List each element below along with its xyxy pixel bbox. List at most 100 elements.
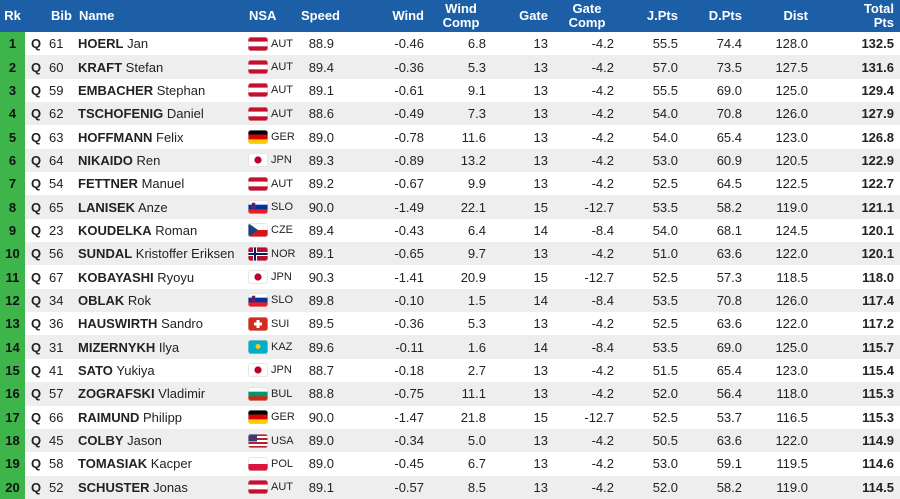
flag-border xyxy=(248,480,268,495)
name: TSCHOFENIG Daniel xyxy=(75,102,245,126)
qualified: Q xyxy=(25,335,47,359)
flag-body xyxy=(248,316,268,331)
flag-border xyxy=(248,363,268,378)
header: Total Pts xyxy=(814,0,900,32)
rank: 7 xyxy=(0,172,25,196)
flag-stripe xyxy=(248,46,268,51)
qualified: Q xyxy=(25,55,47,79)
bib: 58 xyxy=(47,452,75,476)
wind-comp: 2.7 xyxy=(430,358,492,383)
distance-points: 65.4 xyxy=(684,125,748,149)
surname: KRAFT xyxy=(78,59,123,75)
nsa-code: SUI xyxy=(271,317,290,330)
distance: 122.0 xyxy=(748,312,814,336)
gate-comp: -4.2 xyxy=(554,242,620,266)
bib: 66 xyxy=(47,405,75,429)
qualified: Q xyxy=(25,452,47,476)
flag-stripe xyxy=(248,186,268,191)
judge-points: 54.0 xyxy=(620,218,684,243)
gate: 14 xyxy=(492,335,554,359)
surname: FETTNER xyxy=(78,176,138,192)
qualified: Q xyxy=(25,312,47,336)
wind: -0.67 xyxy=(340,172,430,196)
nsa: KAZ xyxy=(245,335,300,359)
wind: -0.75 xyxy=(340,382,430,406)
gate: 13 xyxy=(492,78,554,103)
qualified: Q xyxy=(25,78,47,103)
first-name: Manuel xyxy=(141,176,185,192)
wind-comp: 5.3 xyxy=(430,55,492,79)
wind-comp: 7.3 xyxy=(430,102,492,126)
first-name: Ren xyxy=(136,152,161,168)
distance-points: 60.9 xyxy=(684,148,748,173)
wind-comp: 6.8 xyxy=(430,32,492,56)
rank: 15 xyxy=(0,358,25,383)
total-points: 114.5 xyxy=(814,475,900,499)
surname: OBLAK xyxy=(78,292,125,308)
flag-body xyxy=(248,153,268,168)
nsa: SLO xyxy=(245,288,300,313)
result-row: 3 Q 59 EMBACHER Stephan AUT 89.1 -0.61 9.1 13 -4.… xyxy=(0,78,900,103)
judge-points: 54.0 xyxy=(620,125,684,149)
gate: 13 xyxy=(492,242,554,266)
flag-stripe xyxy=(248,106,268,112)
distance-points: 59.1 xyxy=(684,452,748,476)
table-body: 1 Q 61 HOERL Jan AUT 88.9 -0.46 6.8 13 -4.2 55.5 74… xyxy=(0,32,900,499)
name: ZOGRAFSKI Vladimir xyxy=(75,382,245,406)
flag-body xyxy=(248,410,268,425)
speed: 89.5 xyxy=(300,312,340,336)
flag-body xyxy=(248,246,268,261)
flag-border xyxy=(248,60,268,75)
wind: -0.43 xyxy=(340,218,430,243)
result-row: 8 Q 65 LANISEK Anze SLO 90.0 -1.49 22.1 15 -12.7 5… xyxy=(0,195,900,219)
flag xyxy=(248,106,268,121)
distance: 122.0 xyxy=(748,242,814,266)
name: HAUSWIRTH Sandro xyxy=(75,312,245,336)
flag-stripe xyxy=(248,230,268,238)
judge-points: 52.5 xyxy=(620,312,684,336)
bib: 64 xyxy=(47,148,75,173)
distance-points: 53.7 xyxy=(684,405,748,429)
total-points: 117.4 xyxy=(814,288,900,313)
flag-stripe xyxy=(248,176,268,182)
surname: SATO xyxy=(78,362,113,378)
nsa: BUL xyxy=(245,382,300,406)
total-points: 126.8 xyxy=(814,125,900,149)
bib: 45 xyxy=(47,428,75,453)
wind-comp: 5.3 xyxy=(430,312,492,336)
wind: -0.65 xyxy=(340,242,430,266)
speed: 89.8 xyxy=(300,288,340,313)
wind-comp: 9.9 xyxy=(430,172,492,196)
distance-points: 63.6 xyxy=(684,242,748,266)
flag-triangle xyxy=(248,223,258,238)
surname: ZOGRAFSKI xyxy=(78,386,155,402)
wind-comp: 13.2 xyxy=(430,148,492,173)
nsa-code: CZE xyxy=(271,224,293,237)
result-row: 9 Q 23 KOUDELKA Roman CZE 89.4 -0.43 6.4 14 -8.4 5… xyxy=(0,218,900,243)
qualified: Q xyxy=(25,102,47,126)
surname: HOFFMANN xyxy=(78,129,153,145)
flag-stripe xyxy=(248,414,268,420)
flag-stripe xyxy=(248,64,268,70)
flag xyxy=(248,60,268,75)
name: COLBY Jason xyxy=(75,428,245,453)
rank: 3 xyxy=(0,78,25,103)
distance: 124.5 xyxy=(748,218,814,243)
header: Speed xyxy=(300,0,340,32)
flag-disc xyxy=(254,366,262,375)
flag-border xyxy=(248,106,268,121)
judge-points: 52.0 xyxy=(620,475,684,499)
result-row: 4 Q 62 TSCHOFENIG Daniel AUT 88.6 -0.49 7.3 13 -4… xyxy=(0,102,900,126)
bib: 56 xyxy=(47,242,75,266)
flag-stripe xyxy=(248,134,268,140)
surname: KOUDELKA xyxy=(78,222,152,238)
nsa-code: BUL xyxy=(271,387,293,400)
flag xyxy=(248,36,268,51)
name: KRAFT Stefan xyxy=(75,55,245,79)
flag-border xyxy=(248,270,268,285)
gate: 13 xyxy=(492,475,554,499)
speed: 89.6 xyxy=(300,335,340,359)
rank: 20 xyxy=(0,475,25,499)
flag-body xyxy=(248,480,268,495)
rank: 5 xyxy=(0,125,25,149)
